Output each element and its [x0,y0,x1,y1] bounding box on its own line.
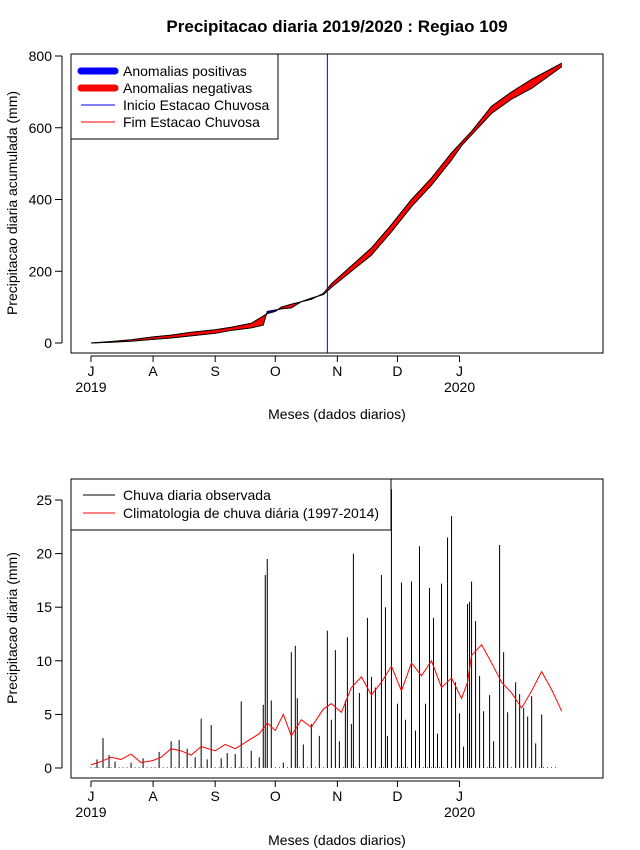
legend-box [70,478,392,531]
y-axis-label: Precipitacao diaria (mm) [4,552,20,704]
x-year-label: 2019 [75,804,106,820]
observed-cumulative-line [90,66,563,344]
y-axis: 0 200 400 600 800 [29,48,63,351]
climatology-daily-line [90,643,563,766]
plot-border [70,53,604,354]
y-axis-label: Precipitacao diaria acumulada (mm) [4,91,20,315]
x-year-label: 2020 [444,804,475,820]
legend-entry: Climatologia de chuva diária (1997-2014) [123,505,379,521]
y-tick-label: 25 [36,492,52,508]
y-tick-label: 15 [36,599,52,615]
y-tick-label: 20 [36,546,52,562]
x-tick-label: D [392,788,402,804]
y-tick-label: 800 [29,48,53,64]
climatology-cumulative-line [90,62,562,344]
x-tick-label: J [88,788,95,804]
legend-entry: Anomalias positivas [123,63,247,79]
x-tick-label: A [148,363,158,379]
y-tick-label: 10 [36,653,52,669]
x-tick-label: J [456,788,463,804]
chart-title: Precipitacao diaria 2019/2020 : Regiao 1… [166,17,507,36]
legend: Chuva diaria observada Climatologia de c… [70,478,392,531]
daily-bars-layer [96,489,543,768]
y-tick-label: 200 [29,263,53,279]
x-tick-label: N [332,363,342,379]
legend-entry: Anomalias negativas [123,80,252,96]
x-tick-label: S [211,363,220,379]
x-tick-label: N [332,788,342,804]
x-tick-label: O [270,788,281,804]
series-line-layer [90,62,563,344]
x-tick-label: D [392,363,402,379]
x-year-label: 2019 [75,379,106,395]
x-axis-label: Meses (dados diarios) [268,406,406,422]
x-axis-label: Meses (dados diarios) [268,832,406,848]
legend-entry: Fim Estacao Chuvosa [123,114,260,130]
y-tick-label: 600 [29,120,53,136]
legend-entry: Inicio Estacao Chuvosa [123,97,270,113]
y-tick-label: 400 [29,192,53,208]
legend-entry: Chuva diaria observada [123,487,271,503]
x-tick-label: J [88,363,95,379]
y-tick-label: 5 [44,706,52,722]
y-tick-label: 0 [44,760,52,776]
x-tick-label: O [270,363,281,379]
y-axis: 0 5 10 15 20 25 [36,492,63,776]
zero-rain-baseline-layer [90,767,556,768]
legend: Anomalias positivas Anomalias negativas … [70,53,279,140]
x-year-label: 2020 [444,379,475,395]
x-tick-label: S [211,788,220,804]
climatology-line-layer [90,643,563,766]
y-tick-label: 0 [44,335,52,351]
x-tick-label: J [456,363,463,379]
x-tick-label: A [148,788,158,804]
